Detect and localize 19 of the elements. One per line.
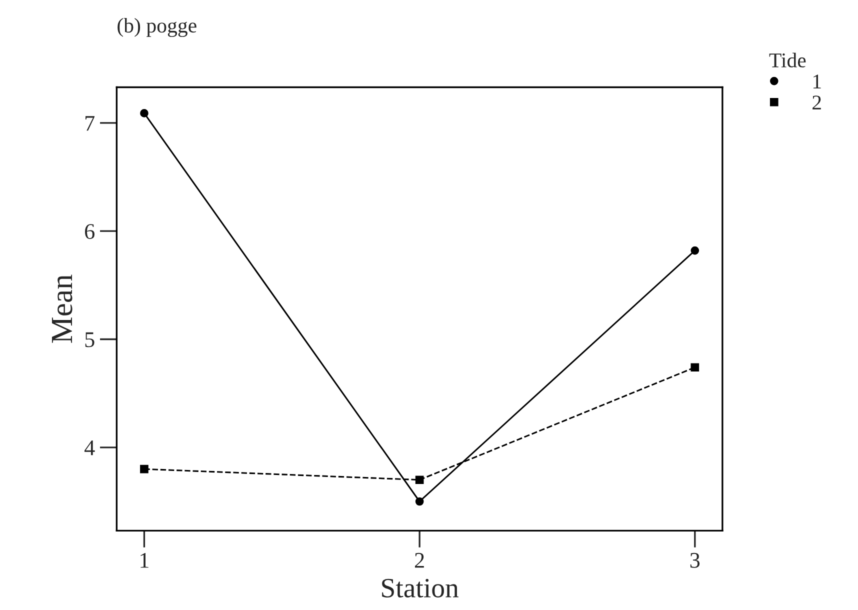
- y-tick-label: 6: [85, 224, 94, 240]
- point: [415, 497, 424, 506]
- y-tick-label: 5: [85, 332, 94, 348]
- chart-title: (b) pogge: [118, 18, 196, 37]
- legend-label: 1: [813, 74, 821, 88]
- y-tick-label: 4: [84, 440, 95, 456]
- x-tick-label: 1: [140, 552, 148, 568]
- y-tick-label: 7: [86, 116, 95, 131]
- point: [690, 363, 700, 372]
- x-tick-label: 2: [414, 552, 424, 568]
- x-axis-title: Station: [382, 578, 458, 598]
- point: [690, 246, 700, 255]
- legend-title: Tide: [769, 52, 806, 68]
- point: [415, 476, 424, 484]
- legend-label: 2: [812, 96, 821, 110]
- x-tick-label: 3: [690, 552, 700, 568]
- point: [140, 464, 148, 474]
- point: [140, 109, 148, 118]
- y-axis-title: Mean: [52, 274, 72, 343]
